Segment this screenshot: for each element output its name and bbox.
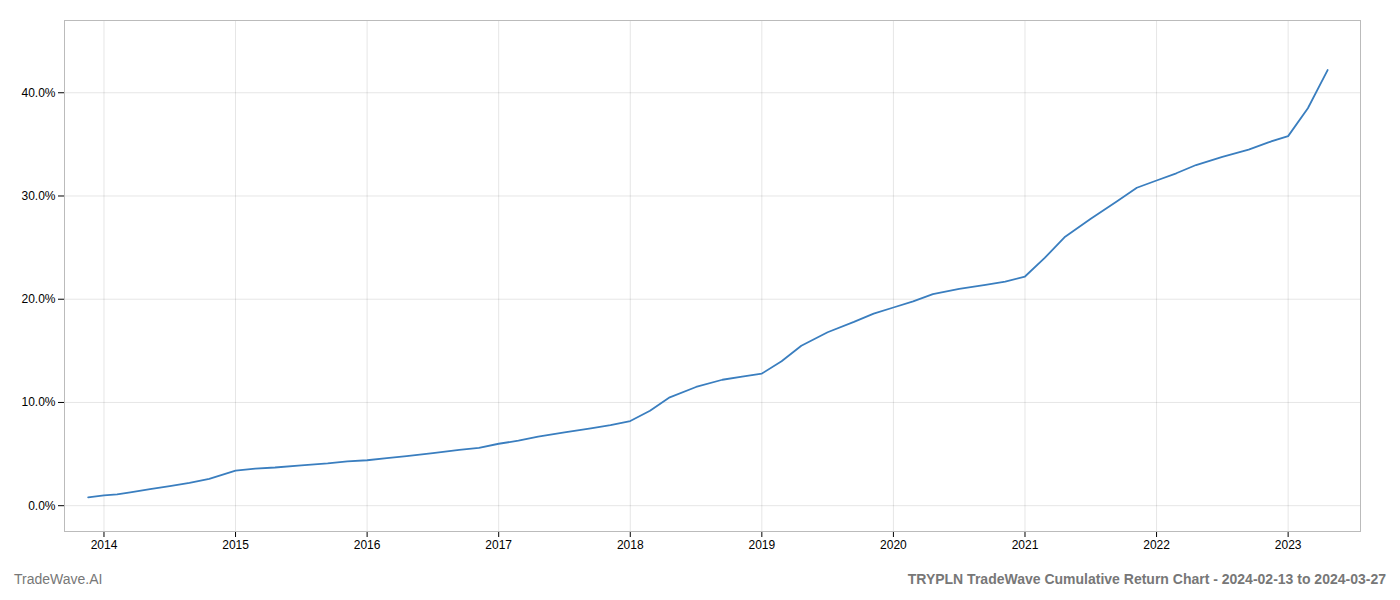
svg-text:30.0%: 30.0% xyxy=(21,189,55,203)
svg-text:20.0%: 20.0% xyxy=(21,292,55,306)
html-text:TradeWave.AI: TradeWave.AI xyxy=(14,571,103,587)
svg-text:2016: 2016 xyxy=(354,538,381,552)
svg-text:2023: 2023 xyxy=(1275,538,1302,552)
svg-text:2022: 2022 xyxy=(1143,538,1170,552)
svg-text:40.0%: 40.0% xyxy=(21,86,55,100)
svg-text:2015: 2015 xyxy=(222,538,249,552)
svg-text:2014: 2014 xyxy=(91,538,118,552)
html-text:TRYPLN TradeWave Cumulative Re: TRYPLN TradeWave Cumulative Return Chart… xyxy=(907,571,1386,587)
svg-text:10.0%: 10.0% xyxy=(21,395,55,409)
svg-text:2018: 2018 xyxy=(617,538,644,552)
svg-text:2019: 2019 xyxy=(748,538,775,552)
svg-text:2017: 2017 xyxy=(485,538,512,552)
svg-text:2020: 2020 xyxy=(880,538,907,552)
svg-text:0.0%: 0.0% xyxy=(28,499,56,513)
svg-text:2021: 2021 xyxy=(1012,538,1039,552)
